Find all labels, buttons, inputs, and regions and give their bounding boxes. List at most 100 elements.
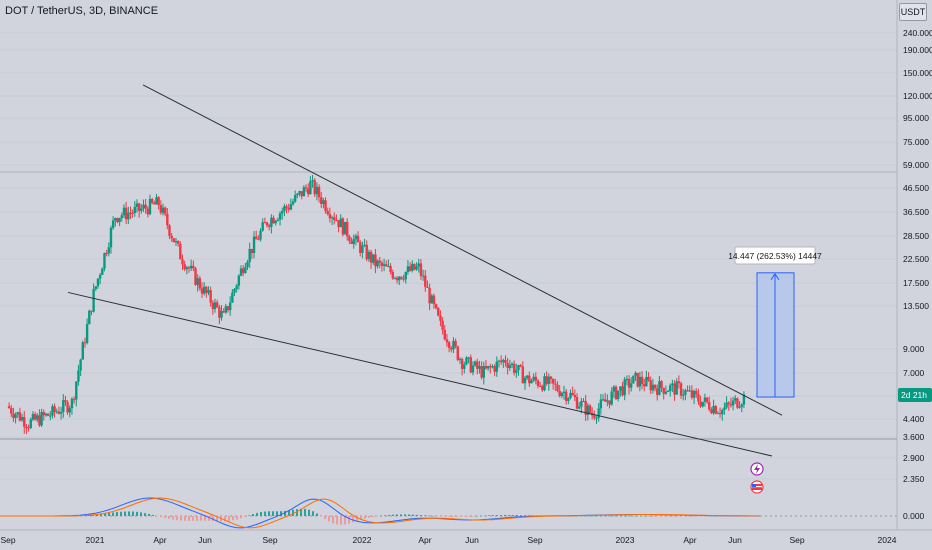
- last-price-tag-box: [898, 388, 932, 402]
- macd-histogram-bar: [456, 516, 458, 517]
- candle-body: [196, 278, 199, 285]
- candle-body: [573, 394, 577, 398]
- candle-body: [640, 376, 644, 385]
- candle-body: [7, 406, 11, 409]
- currency-selector[interactable]: USDT: [899, 3, 927, 21]
- candle-body: [16, 412, 19, 415]
- time-tick: Sep: [0, 535, 15, 545]
- candle-body: [714, 405, 717, 414]
- price-tick: 36.500: [903, 207, 929, 217]
- candle-body: [94, 286, 97, 290]
- candle-body: [437, 308, 440, 316]
- candle-body: [695, 390, 698, 395]
- dividend-flash-icon[interactable]: [750, 462, 764, 476]
- time-tick: Jun: [728, 535, 742, 545]
- macd-histogram-bar: [512, 515, 514, 516]
- candle-body: [456, 346, 459, 360]
- candle-body: [257, 239, 260, 241]
- macd-histogram-bar: [132, 511, 134, 516]
- candle-body: [207, 290, 210, 293]
- candle-body: [215, 302, 219, 308]
- candle-body: [263, 222, 267, 224]
- candle-body: [228, 302, 232, 311]
- candle-body: [133, 206, 137, 214]
- candle-body: [283, 206, 286, 212]
- candle-body: [12, 413, 15, 418]
- candle-body: [525, 375, 529, 378]
- candle-body: [701, 401, 704, 407]
- candle-body: [111, 220, 115, 228]
- macd-histogram-bar: [696, 516, 698, 517]
- candle-body: [476, 361, 479, 369]
- candle-body: [320, 197, 323, 204]
- macd-histogram-bar: [164, 516, 166, 519]
- candle-body: [677, 381, 681, 384]
- candle-body: [211, 302, 215, 310]
- candle-body: [124, 207, 128, 220]
- macd-histogram-bar: [196, 516, 198, 521]
- candle-body: [586, 405, 590, 415]
- macd-histogram-bar: [404, 514, 406, 516]
- time-tick: 2022: [353, 535, 372, 545]
- candle-body: [738, 406, 741, 408]
- candle-body: [493, 366, 496, 372]
- macd-histogram-bar: [352, 516, 354, 523]
- macd-histogram-bar: [276, 511, 278, 516]
- macd-histogram-bar: [260, 512, 262, 516]
- candle-body: [697, 394, 700, 402]
- candle-body: [146, 208, 150, 215]
- candle-body: [183, 264, 186, 270]
- candle-body: [606, 400, 609, 402]
- candle-body: [430, 295, 433, 304]
- price-tick: 2.350: [903, 474, 925, 484]
- candle-body: [300, 191, 303, 197]
- candle-body: [226, 306, 230, 311]
- candle-body: [601, 399, 605, 401]
- candle-body: [406, 266, 410, 272]
- price-tick: 59.000: [903, 160, 929, 170]
- upper-trendline[interactable]: [142, 84, 783, 416]
- candle-body: [46, 413, 50, 416]
- candle-body: [398, 276, 401, 281]
- macd-histogram-bar: [408, 514, 410, 516]
- price-tick: 190.000: [903, 45, 932, 55]
- measure-arrowhead: [770, 272, 780, 281]
- macd-histogram-bar: [460, 516, 462, 517]
- macd-histogram-bar: [400, 514, 402, 516]
- macd-histogram-bar: [680, 516, 682, 517]
- price-tick: 22.500: [903, 254, 929, 264]
- lower-trendline[interactable]: [67, 291, 773, 457]
- candle-body: [567, 398, 570, 401]
- macd-histogram-bar: [660, 516, 662, 517]
- candle-body: [281, 211, 284, 214]
- candle-body: [157, 197, 160, 206]
- macd-histogram-bar: [432, 515, 434, 517]
- candle-body: [424, 275, 427, 287]
- macd-histogram-bar: [396, 514, 398, 516]
- macd-histogram-bar: [452, 516, 454, 517]
- candle-body: [140, 208, 143, 211]
- candle-body: [367, 251, 371, 260]
- measure-tool[interactable]: 14.447 (262.53%) 14447: [728, 246, 822, 398]
- candle-body: [268, 225, 271, 227]
- macd-histogram-bar: [116, 512, 118, 516]
- macd-histogram-bar: [372, 516, 374, 518]
- macd-histogram-bar: [476, 515, 478, 517]
- candles: [7, 174, 746, 435]
- candle-body: [55, 411, 58, 413]
- candle-body: [270, 217, 273, 227]
- candle-body: [335, 220, 338, 222]
- candle-body: [554, 383, 557, 385]
- candle-body: [81, 342, 84, 360]
- candle-body: [536, 380, 540, 386]
- us-flag-icon[interactable]: [750, 480, 764, 494]
- candle-body: [629, 383, 633, 388]
- macd-histogram-bar: [636, 515, 638, 517]
- candle-body: [38, 415, 41, 426]
- candle-body: [189, 265, 193, 269]
- candle-body: [372, 254, 375, 263]
- candle-body: [62, 400, 65, 412]
- candle-body: [369, 251, 373, 263]
- candle-body: [179, 243, 182, 260]
